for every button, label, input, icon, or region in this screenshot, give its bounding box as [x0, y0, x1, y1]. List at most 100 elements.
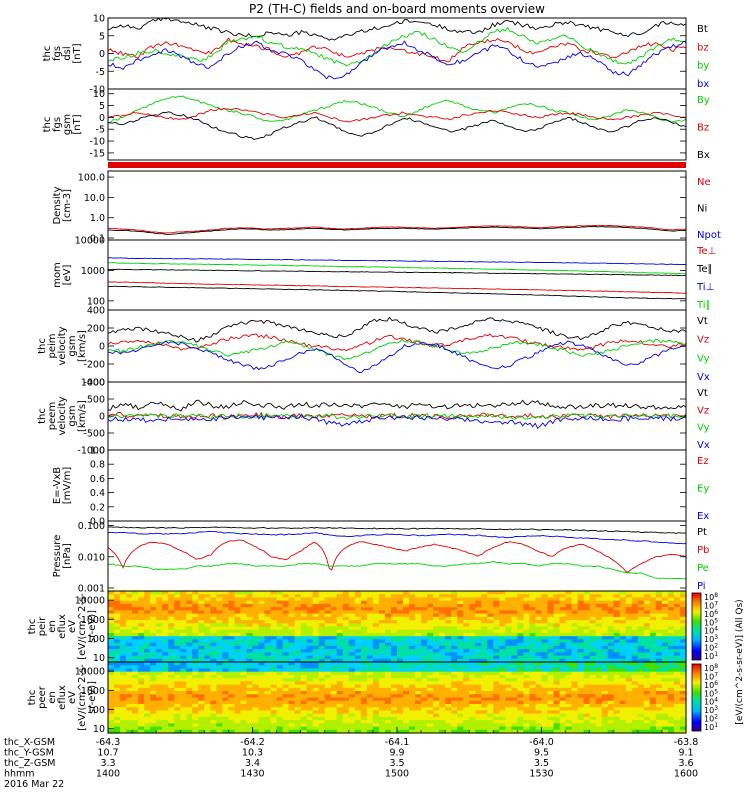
spectrogram-cell [168, 687, 175, 692]
spectrogram-cell [234, 729, 242, 734]
spectrogram-cell [288, 632, 296, 637]
spectrogram-cell [637, 649, 645, 653]
spectrogram-cell [667, 652, 675, 657]
spectrogram-cell [234, 665, 242, 670]
series-line [107, 40, 687, 80]
spectrogram-cell [655, 668, 663, 673]
spectrogram-cell [186, 710, 193, 715]
spectrogram-cell [607, 607, 615, 611]
spectrogram-cell [264, 726, 272, 731]
spectrogram-cell [366, 729, 374, 734]
spectrogram-cell [397, 700, 404, 705]
spectrogram-cell [583, 607, 591, 611]
spectrogram-cell [312, 642, 320, 647]
spectrogram-cell [240, 636, 248, 641]
spectrogram-cell [637, 687, 645, 692]
y-tick-label: 500 [87, 395, 105, 406]
spectrogram-cell [138, 713, 145, 718]
spectrogram-cell [252, 600, 260, 605]
spectrogram-cell [547, 710, 555, 715]
spectrogram-cell [372, 729, 380, 734]
x-tick-label: 3.3 [100, 758, 115, 769]
y-tick-label: -200 [83, 360, 105, 371]
spectrogram-cell [330, 652, 338, 657]
spectrogram-cell [445, 607, 452, 611]
spectrogram-cell [565, 623, 573, 628]
spectrogram-cell [493, 658, 500, 663]
spectrogram-cell [384, 600, 392, 605]
legend-label: Vz [697, 405, 709, 416]
spectrogram-cell [372, 642, 380, 647]
spectrogram-cell [463, 671, 470, 676]
spectrogram-cell [661, 684, 669, 689]
spectrogram-cell [445, 597, 452, 602]
spectrogram-cell [409, 597, 416, 602]
spectrogram-cell [625, 626, 633, 631]
spectrogram-cell [114, 684, 121, 689]
spectrogram-cell [499, 720, 506, 724]
spectrogram-cell [583, 597, 591, 602]
spectrogram-cell [168, 658, 175, 663]
spectrogram-cell [559, 684, 567, 689]
spectrogram-cell [294, 700, 302, 705]
spectrogram-cell [132, 626, 139, 631]
spectrogram-cell [547, 691, 555, 695]
spectrogram-cell [186, 645, 193, 650]
spectrogram-cell [637, 723, 645, 728]
spectrogram-cell [649, 674, 657, 679]
spectrogram-cell [505, 720, 512, 724]
spectrogram-cell [228, 629, 236, 634]
spectrogram-cell [174, 649, 181, 653]
spectrogram-cell [505, 591, 512, 595]
spectrogram-cell [288, 687, 296, 692]
spectrogram-cell [240, 645, 248, 650]
spectrogram-cell [601, 726, 609, 731]
spectrogram-cell [150, 700, 157, 705]
spectrogram-cell [150, 620, 157, 624]
spectrogram-cell [553, 707, 561, 712]
spectrogram-cell [655, 655, 663, 660]
spectrogram-cell [415, 707, 422, 712]
spectrogram-cell [174, 600, 181, 605]
spectrogram-cell [613, 613, 621, 618]
spectrogram-cell [342, 591, 350, 595]
spectrogram-cell [348, 681, 356, 686]
spectrogram-cell [372, 723, 380, 728]
spectrogram-cell [601, 697, 609, 702]
spectrogram-cell [463, 607, 470, 611]
spectrogram-cell [631, 645, 639, 650]
spectrogram-cell [469, 629, 476, 634]
spectrogram-cell [174, 700, 181, 705]
spectrogram-cell [631, 591, 639, 595]
spectrogram-cell [601, 729, 609, 734]
spectrogram-cell [180, 694, 187, 699]
spectrogram-cell [583, 632, 591, 637]
spectrogram-cell [330, 626, 338, 631]
spectrogram-cell [258, 687, 266, 692]
spectrogram-cell [174, 594, 181, 599]
spectrogram-cell [270, 636, 278, 641]
legend-label: Ni [697, 204, 707, 215]
spectrogram-cell [517, 700, 525, 705]
spectrogram-cell [276, 729, 284, 734]
spectrogram-cell [631, 607, 639, 611]
spectrogram-cell [156, 726, 163, 731]
spectrogram-cell [120, 697, 127, 702]
spectrogram-cell [481, 623, 488, 628]
series-line [107, 413, 687, 430]
spectrogram-cell [493, 645, 500, 650]
spectrogram-cell [439, 665, 446, 670]
spectrogram-cell [180, 632, 187, 637]
spectrogram-cell [487, 671, 494, 676]
spectrogram-cell [595, 613, 603, 618]
spectrogram-cell [415, 700, 422, 705]
y-tick-label: 10000 [75, 667, 105, 678]
spectrogram-cell [643, 700, 651, 705]
x-tick-label: -64.0 [529, 737, 554, 748]
spectrogram-cell [174, 597, 181, 602]
spectrogram-cell [132, 610, 139, 615]
spectrogram-cell [192, 729, 199, 734]
spectrogram-cell [264, 594, 272, 599]
spectrogram-cell [264, 632, 272, 637]
spectrogram-cell [138, 594, 145, 599]
